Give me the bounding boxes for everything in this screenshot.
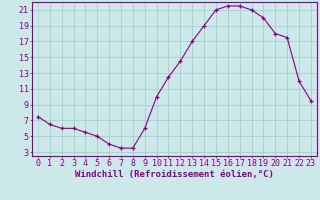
X-axis label: Windchill (Refroidissement éolien,°C): Windchill (Refroidissement éolien,°C) [75, 170, 274, 179]
